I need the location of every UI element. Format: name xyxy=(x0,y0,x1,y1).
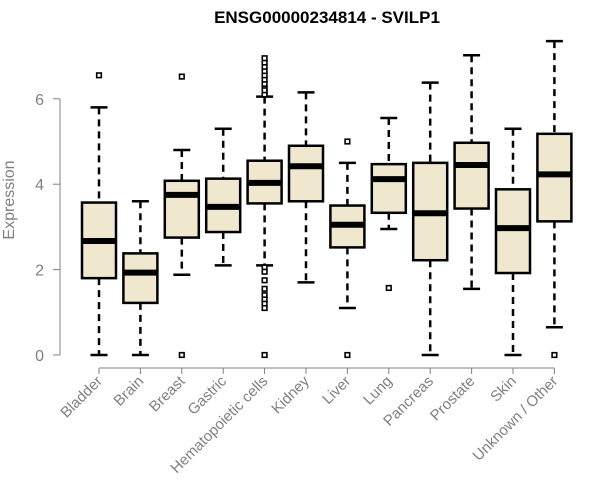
box-lung xyxy=(370,116,408,292)
iqr-box xyxy=(453,141,490,210)
box-breast xyxy=(163,73,201,359)
outlier-point xyxy=(261,55,268,62)
x-tick-label: Kidney xyxy=(268,372,313,417)
outlier-point xyxy=(261,87,268,94)
boxes-group xyxy=(80,39,573,359)
iqr-box xyxy=(163,179,201,239)
box-brain xyxy=(122,200,159,357)
box-pancreas xyxy=(411,81,449,357)
outlier-point xyxy=(551,351,558,359)
y-tick-label: 2 xyxy=(35,263,44,280)
box-bladder xyxy=(80,72,118,357)
chart-title: ENSG00000234814 - SVILP1 xyxy=(214,8,440,27)
box-skin xyxy=(494,127,532,357)
y-axis-label: Expression xyxy=(1,160,18,239)
x-tick-label: Breast xyxy=(146,372,189,415)
iqr-box xyxy=(536,132,573,223)
iqr-box xyxy=(370,162,408,215)
outlier-point xyxy=(95,72,103,79)
outlier-point xyxy=(385,284,392,292)
outlier-point xyxy=(344,351,351,359)
y-tick-label: 6 xyxy=(35,92,44,109)
y-tick-label: 0 xyxy=(35,348,44,365)
iqr-box xyxy=(122,252,159,305)
outlier-point xyxy=(178,73,185,80)
outlier-point xyxy=(261,268,268,275)
box-liver xyxy=(329,138,366,359)
box-unknown-other xyxy=(536,39,573,359)
box-prostate xyxy=(453,53,490,291)
box-gastric xyxy=(204,127,242,267)
x-tick-label: Brain xyxy=(110,373,147,410)
iqr-box xyxy=(287,144,325,203)
x-tick-label: Prostate xyxy=(427,373,479,425)
outlier-point xyxy=(344,138,351,145)
x-tick-label: Liver xyxy=(319,373,354,408)
x-tick-label: Bladder xyxy=(57,373,106,422)
box-kidney xyxy=(287,91,325,284)
box-hematopoietic-cells xyxy=(246,55,283,359)
x-tick-label: Lung xyxy=(360,373,396,409)
outlier-point xyxy=(261,277,268,284)
outlier-point xyxy=(261,304,268,312)
x-tick-label: Skin xyxy=(487,373,520,406)
outlier-point xyxy=(261,285,268,292)
outlier-point xyxy=(261,351,268,359)
y-axis: 0 2 4 6 xyxy=(35,92,61,365)
outlier-point xyxy=(178,351,185,359)
y-tick-label: 4 xyxy=(35,177,44,194)
